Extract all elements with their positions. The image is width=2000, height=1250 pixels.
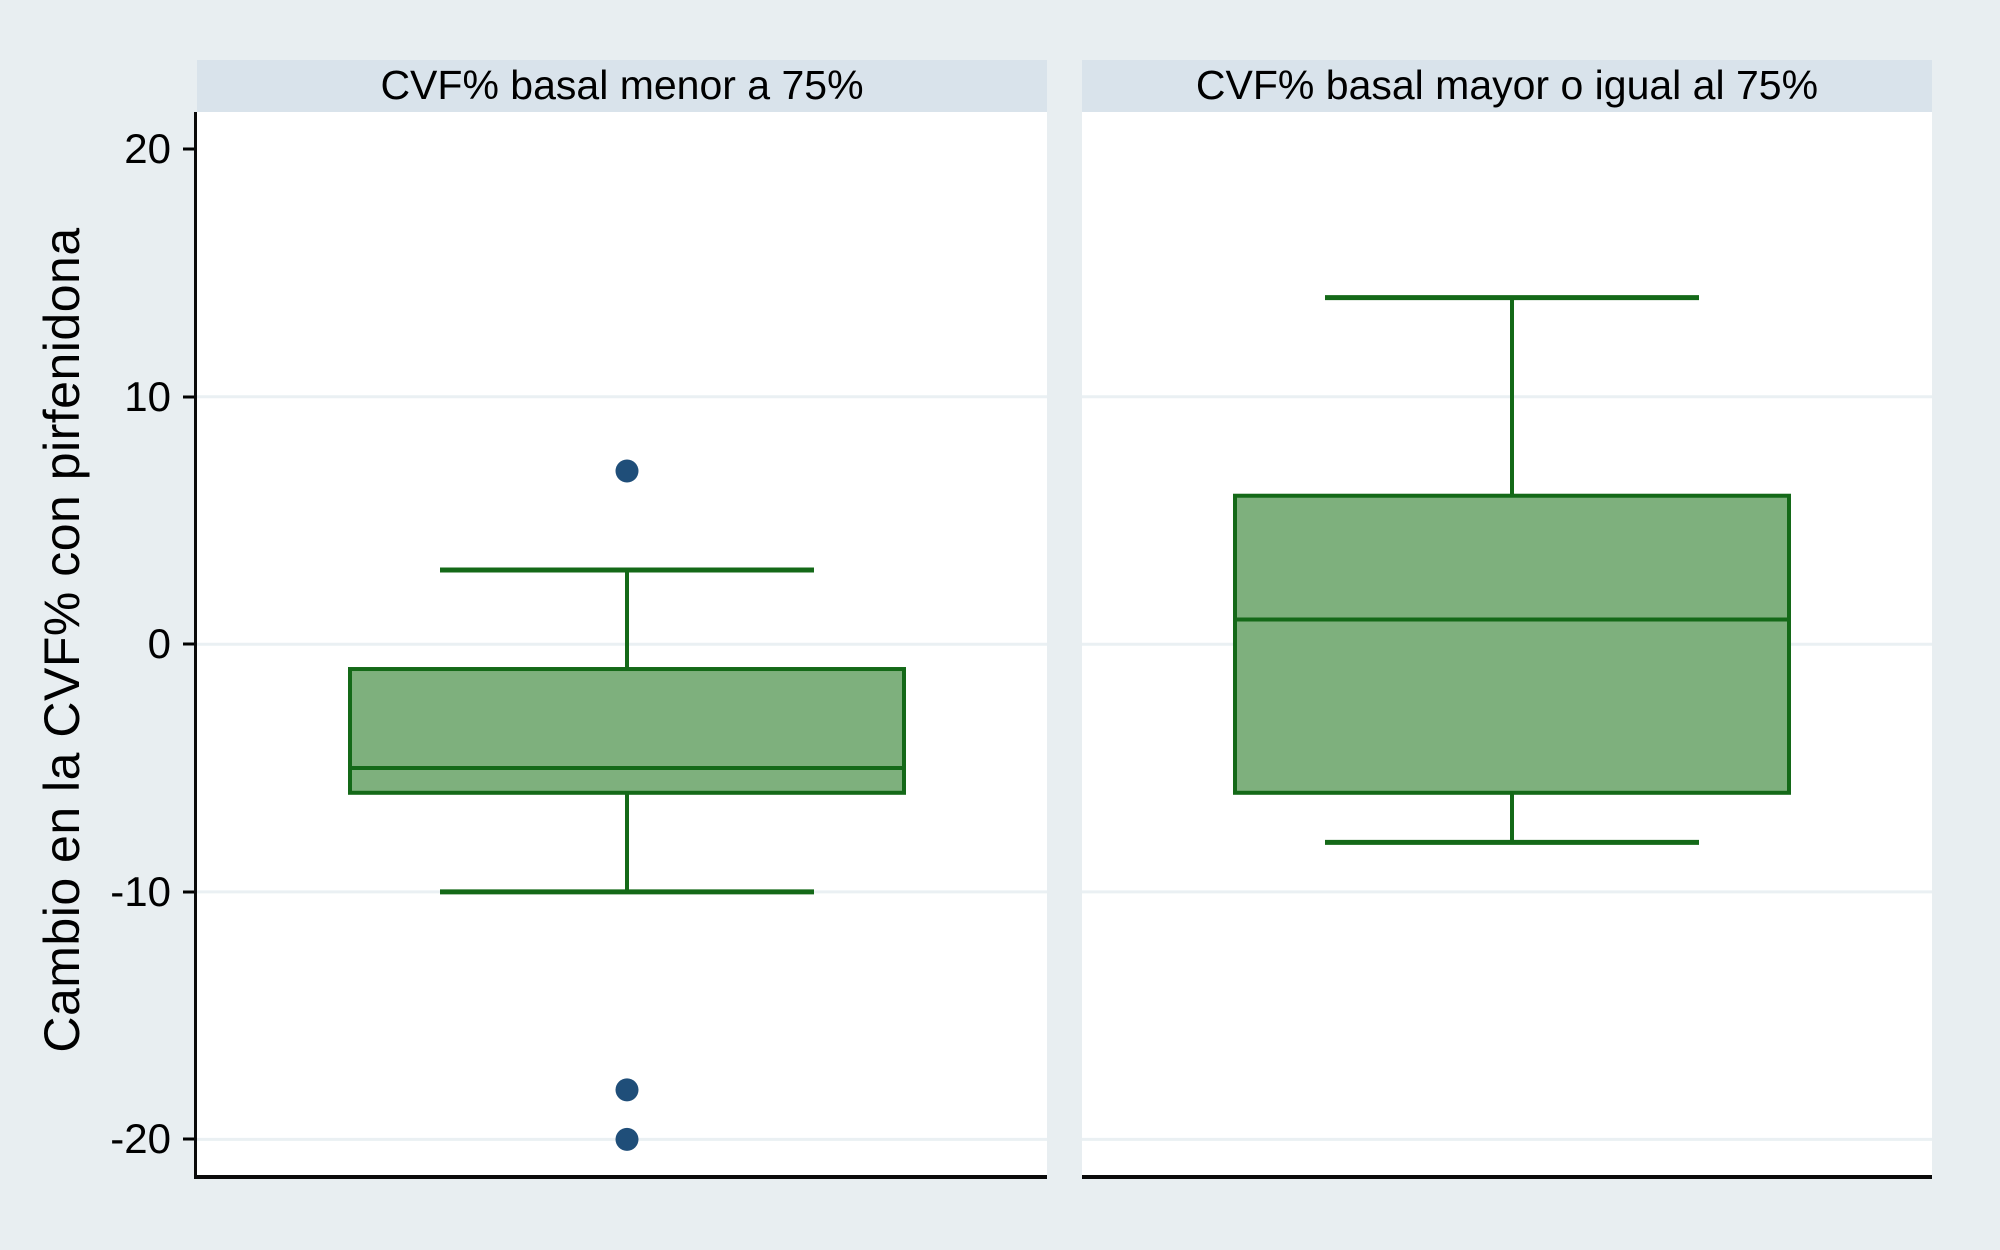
- y-tick-mark: [183, 395, 197, 399]
- y-tick-label: -10: [110, 867, 171, 915]
- plot-area-right: [1082, 111, 1932, 1179]
- boxplot-left: [197, 395, 1047, 1151]
- panel-fvc-below-75: CVF% basal menor a 75%: [194, 60, 1047, 1179]
- y-tick-label: 10: [124, 372, 171, 420]
- outlier-point: [615, 1127, 639, 1151]
- outlier-point: [615, 459, 639, 483]
- y-tick-label: -20: [110, 1115, 171, 1163]
- y-tick-mark: [183, 147, 197, 151]
- outlier-point: [615, 1078, 639, 1102]
- y-tick-mark: [183, 1137, 197, 1141]
- panel-title-fvc-below-75: CVF% basal menor a 75%: [197, 60, 1047, 112]
- boxplot-right: [1082, 294, 1932, 1141]
- y-axis: 20 10 0 -10 -20: [0, 112, 197, 1179]
- plot-area-left: [194, 111, 1047, 1179]
- y-tick-mark: [183, 890, 197, 894]
- iqr-box: [1233, 493, 1791, 795]
- iqr-box: [348, 666, 906, 795]
- panel-fvc-above-75: CVF% basal mayor o igual al 75%: [1082, 60, 1932, 1179]
- y-tick-label: 0: [147, 620, 171, 668]
- y-tick-label: 20: [124, 125, 171, 173]
- panel-title-fvc-above-75: CVF% basal mayor o igual al 75%: [1082, 60, 1932, 112]
- y-tick-mark: [183, 642, 197, 646]
- panel-group: CVF% basal menor a 75% CVF% basal mayor …: [194, 60, 1932, 1179]
